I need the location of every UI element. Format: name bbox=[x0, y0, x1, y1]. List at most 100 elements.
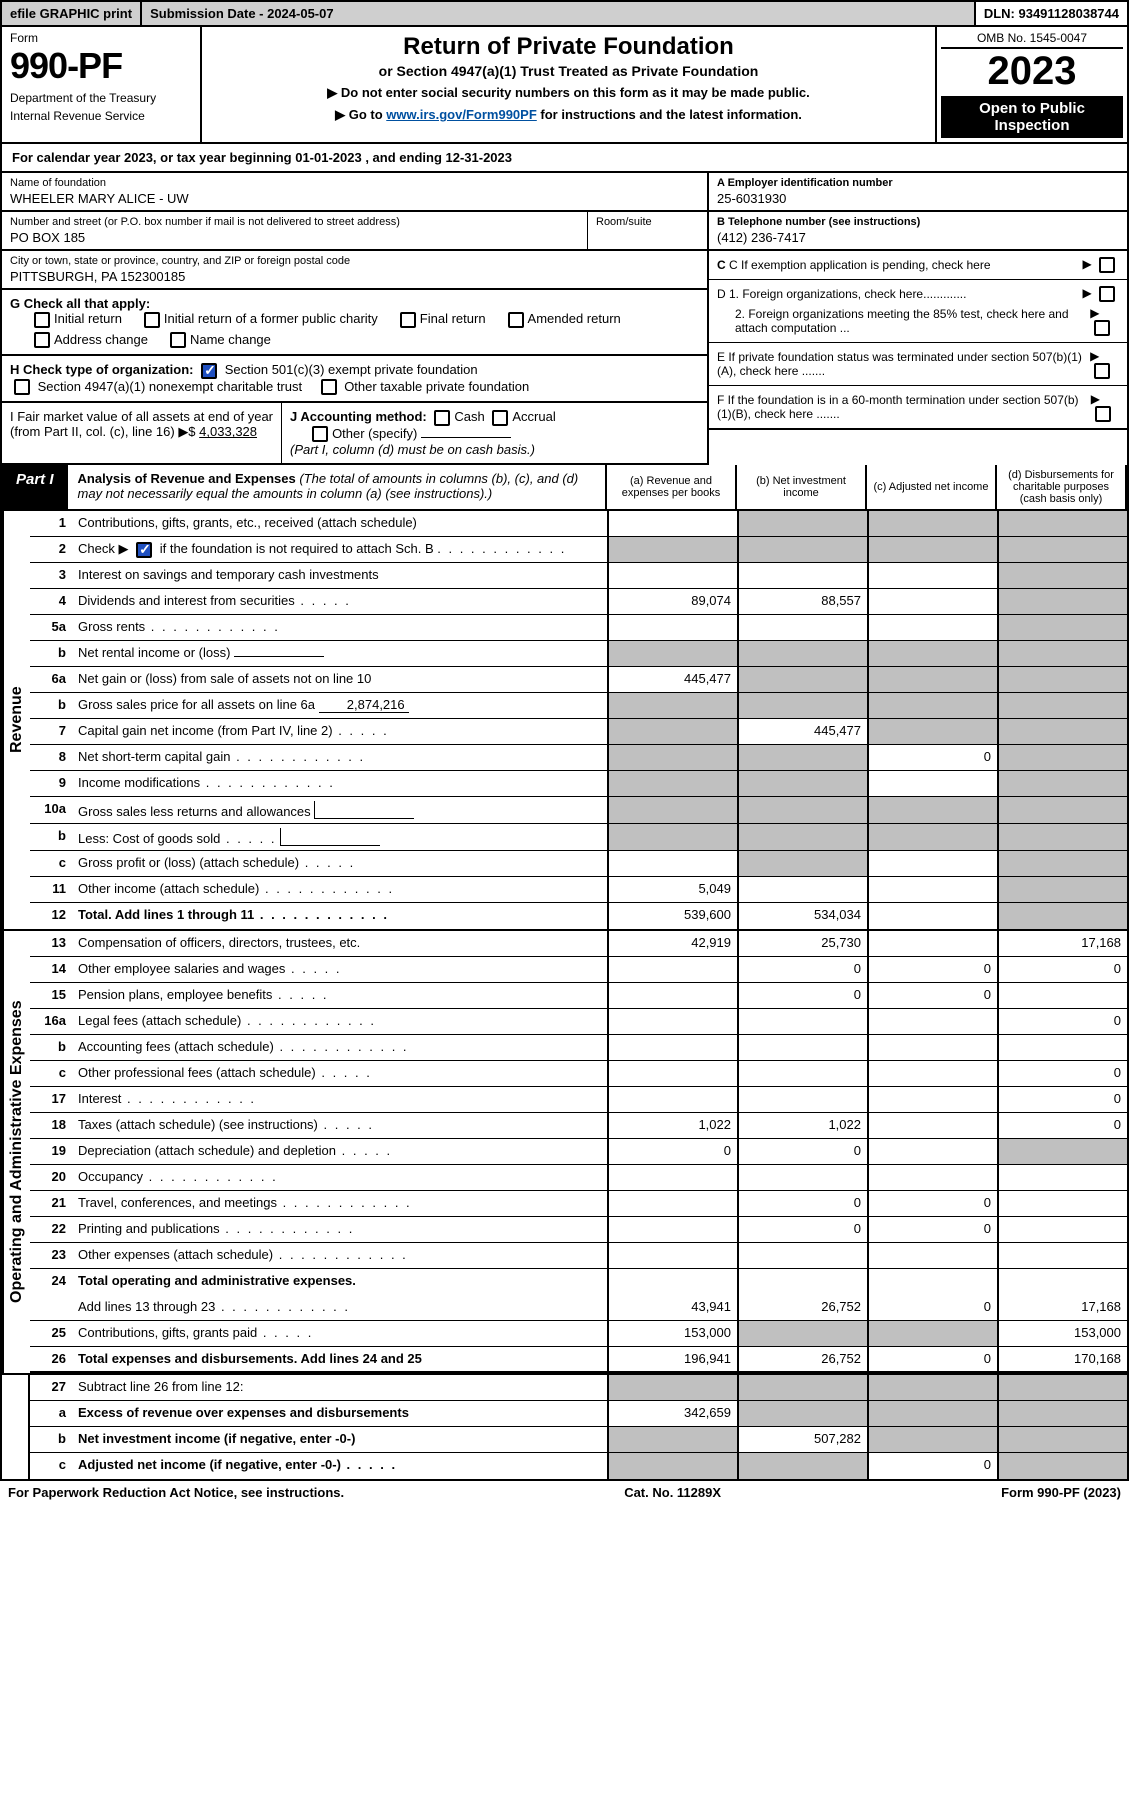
checkbox-other-taxable[interactable] bbox=[321, 379, 337, 395]
info-grid: Name of foundation WHEELER MARY ALICE - … bbox=[0, 173, 1129, 465]
line-12: 12Total. Add lines 1 through 11 539,6005… bbox=[30, 903, 1127, 929]
checkbox-d2[interactable] bbox=[1094, 320, 1110, 336]
line-21: 21Travel, conferences, and meetings 00 bbox=[30, 1191, 1127, 1217]
checkbox-address-change[interactable] bbox=[34, 332, 50, 348]
line-15: 15Pension plans, employee benefits 00 bbox=[30, 983, 1127, 1009]
checkbox-initial-return[interactable] bbox=[34, 312, 50, 328]
h-opt1: Section 501(c)(3) exempt private foundat… bbox=[225, 362, 478, 377]
l10b-box bbox=[280, 828, 380, 846]
header-right: OMB No. 1545-0047 2023 Open to Public In… bbox=[937, 27, 1127, 142]
c-label: C If exemption application is pending, c… bbox=[729, 258, 991, 272]
checkbox-amended[interactable] bbox=[508, 312, 524, 328]
line-2: 2 Check ▶ if the foundation is not requi… bbox=[30, 537, 1127, 563]
part1-header: Part I Analysis of Revenue and Expenses … bbox=[0, 465, 1129, 511]
checkbox-501c3[interactable] bbox=[201, 363, 217, 379]
checkbox-e[interactable] bbox=[1094, 363, 1110, 379]
j-label: J Accounting method: bbox=[290, 409, 427, 424]
dln: DLN: 93491128038744 bbox=[976, 2, 1127, 25]
line-27c: cAdjusted net income (if negative, enter… bbox=[30, 1453, 1127, 1479]
tax-year: 2023 bbox=[941, 49, 1123, 94]
line-13: 13Compensation of officers, directors, t… bbox=[30, 931, 1127, 957]
footer-left: For Paperwork Reduction Act Notice, see … bbox=[8, 1485, 344, 1500]
c-block: C C If exemption application is pending,… bbox=[709, 251, 1127, 280]
checkbox-d1[interactable] bbox=[1099, 286, 1115, 302]
section-h: H Check type of organization: Section 50… bbox=[2, 356, 707, 403]
j-accrual: Accrual bbox=[512, 409, 555, 424]
revenue-body: 1 Contributions, gifts, grants, etc., re… bbox=[30, 511, 1127, 929]
checkbox-accrual[interactable] bbox=[492, 410, 508, 426]
line-26: 26Total expenses and disbursements. Add … bbox=[30, 1347, 1127, 1373]
revenue-table: Revenue 1 Contributions, gifts, grants, … bbox=[0, 511, 1129, 931]
i-value: 4,033,328 bbox=[199, 424, 257, 439]
line-27: 27Subtract line 26 from line 12: bbox=[30, 1375, 1127, 1401]
topbar: efile GRAPHIC print Submission Date - 20… bbox=[0, 0, 1129, 27]
j-other: Other (specify) bbox=[332, 426, 417, 441]
ein-label: A Employer identification number bbox=[717, 177, 1119, 189]
calendar-year: For calendar year 2023, or tax year begi… bbox=[0, 144, 1129, 173]
phone-cell: B Telephone number (see instructions) (4… bbox=[709, 212, 1127, 251]
checkbox-other-method[interactable] bbox=[312, 426, 328, 442]
form-number: 990-PF bbox=[10, 45, 192, 87]
d1-label: D 1. Foreign organizations, check here..… bbox=[717, 287, 966, 301]
line-10a: 10aGross sales less returns and allowanc… bbox=[30, 797, 1127, 824]
line-27a: aExcess of revenue over expenses and dis… bbox=[30, 1401, 1127, 1427]
part1-title-text: Analysis of Revenue and Expenses bbox=[78, 471, 296, 486]
line-24-title: 24Total operating and administrative exp… bbox=[30, 1269, 1127, 1295]
h-label: H Check type of organization: bbox=[10, 362, 193, 377]
h-opt3: Other taxable private foundation bbox=[344, 379, 529, 394]
address-cell: Number and street (or P.O. box number if… bbox=[2, 212, 707, 251]
irs-link[interactable]: www.irs.gov/Form990PF bbox=[386, 107, 537, 122]
irs: Internal Revenue Service bbox=[10, 109, 192, 123]
g-label: G Check all that apply: bbox=[10, 296, 150, 311]
j-other-line bbox=[421, 437, 511, 438]
line-3: 3Interest on savings and temporary cash … bbox=[30, 563, 1127, 589]
line-27-block: 27Subtract line 26 from line 12: aExcess… bbox=[0, 1375, 1129, 1481]
h-opt2: Section 4947(a)(1) nonexempt charitable … bbox=[38, 379, 302, 394]
g-name-change: Name change bbox=[166, 332, 271, 349]
submission-date: Submission Date - 2024-05-07 bbox=[142, 2, 976, 25]
ein-value: 25-6031930 bbox=[717, 191, 1119, 206]
footer-right: Form 990-PF (2023) bbox=[1001, 1485, 1121, 1500]
section-g: G Check all that apply: Initial return I… bbox=[2, 290, 707, 356]
line-17: 17Interest 0 bbox=[30, 1087, 1127, 1113]
line-5a: 5aGross rents bbox=[30, 615, 1127, 641]
city-label: City or town, state or province, country… bbox=[10, 255, 699, 267]
checkbox-sch-b[interactable] bbox=[136, 542, 152, 558]
open-public: Open to Public Inspection bbox=[941, 96, 1123, 138]
info-left: Name of foundation WHEELER MARY ALICE - … bbox=[2, 173, 707, 465]
line-5b: bNet rental income or (loss) bbox=[30, 641, 1127, 667]
form-subtitle: or Section 4947(a)(1) Trust Treated as P… bbox=[212, 63, 925, 79]
part1-title: Analysis of Revenue and Expenses (The to… bbox=[68, 465, 605, 509]
line-22: 22Printing and publications 00 bbox=[30, 1217, 1127, 1243]
side-revenue: Revenue bbox=[2, 511, 30, 929]
instr-link-row: ▶ Go to www.irs.gov/Form990PF for instru… bbox=[212, 107, 925, 123]
form-title: Return of Private Foundation bbox=[212, 33, 925, 61]
checkbox-cash[interactable] bbox=[434, 410, 450, 426]
line-16c: cOther professional fees (attach schedul… bbox=[30, 1061, 1127, 1087]
line-25: 25Contributions, gifts, grants paid 153,… bbox=[30, 1321, 1127, 1347]
ein-cell: A Employer identification number 25-6031… bbox=[709, 173, 1127, 212]
instr-pre: ▶ Go to bbox=[335, 107, 386, 122]
section-ij: I Fair market value of all assets at end… bbox=[2, 403, 707, 465]
addr-value: PO BOX 185 bbox=[10, 230, 577, 245]
line-4: 4Dividends and interest from securities … bbox=[30, 589, 1127, 615]
g-initial-former: Initial return of a former public charit… bbox=[140, 311, 378, 328]
section-j: J Accounting method: Cash Accrual Other … bbox=[282, 403, 707, 463]
checkbox-initial-former[interactable] bbox=[144, 312, 160, 328]
line-16a: 16aLegal fees (attach schedule) 0 bbox=[30, 1009, 1127, 1035]
instr-ssn: ▶ Do not enter social security numbers o… bbox=[212, 85, 925, 101]
checkbox-name-change[interactable] bbox=[170, 332, 186, 348]
phone-value: (412) 236-7417 bbox=[717, 230, 1119, 245]
checkbox-c[interactable] bbox=[1099, 257, 1115, 273]
d2-label: 2. Foreign organizations meeting the 85%… bbox=[717, 307, 1090, 335]
checkbox-4947[interactable] bbox=[14, 379, 30, 395]
checkbox-f[interactable] bbox=[1095, 406, 1111, 422]
checkbox-final-return[interactable] bbox=[400, 312, 416, 328]
col-b: (b) Net investment income bbox=[735, 465, 865, 509]
e-label: E If private foundation status was termi… bbox=[717, 350, 1090, 378]
g-amended: Amended return bbox=[504, 311, 621, 328]
line-10c: cGross profit or (loss) (attach schedule… bbox=[30, 851, 1127, 877]
name-label: Name of foundation bbox=[10, 177, 699, 189]
footer: For Paperwork Reduction Act Notice, see … bbox=[0, 1481, 1129, 1504]
addr-label: Number and street (or P.O. box number if… bbox=[10, 216, 577, 228]
